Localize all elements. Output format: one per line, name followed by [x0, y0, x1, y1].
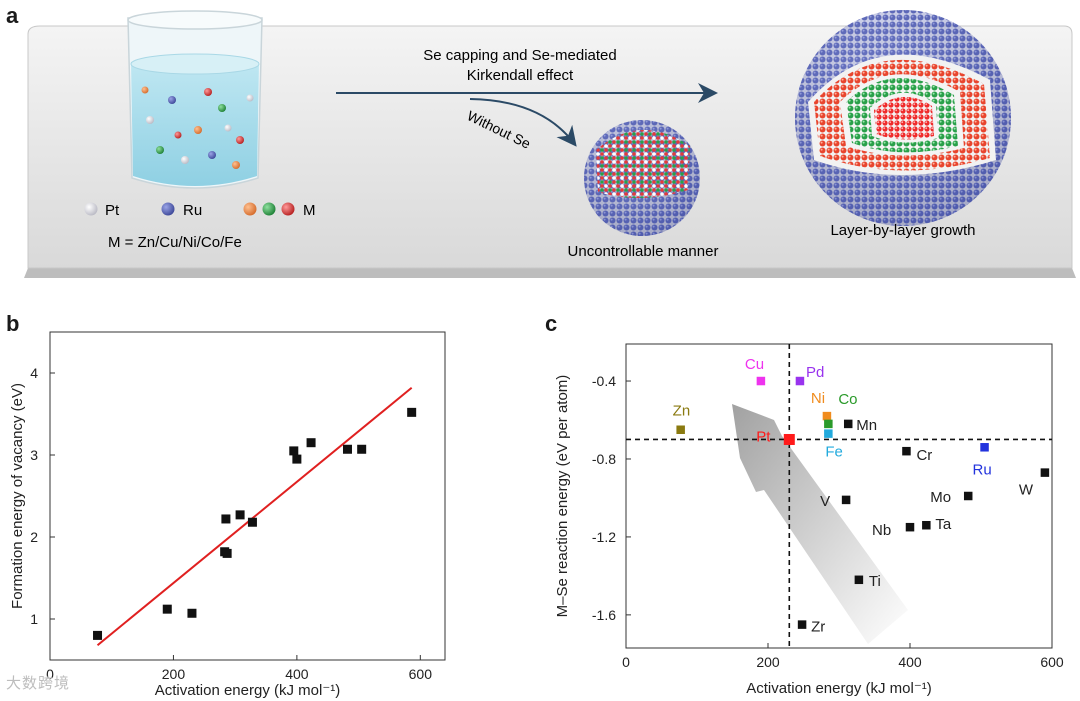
chart-b-frame [49, 331, 446, 661]
chart-c-point-label: Ti [869, 573, 881, 590]
chart-b-point [247, 517, 257, 527]
chart-c-point-label: V [820, 493, 830, 510]
chart-c-xtick-label: 0 [622, 654, 630, 670]
chart-c-xtick-label: 600 [1040, 654, 1064, 670]
chart-c-point-mn [843, 419, 853, 429]
chart-c-point-pt [783, 433, 795, 445]
panel-label-a: a [6, 3, 19, 28]
chart-c: 0 200 400 600 -0.4 -0.8 -1.2 -1.6 Cu Pd Zn Ni Co Mn Pt… [554, 343, 1064, 697]
chart-c-point-label: Ru [973, 461, 992, 478]
uncontrolled-particle [584, 120, 700, 236]
chart-c-point-label: Pt [756, 428, 771, 445]
chart-b-point [221, 514, 231, 524]
legend-m-definition: M = Zn/Cu/Ni/Co/Fe [108, 234, 242, 251]
chart-c-point-co [824, 419, 833, 429]
chart-c-point-mo [963, 491, 973, 501]
chart-b-point [162, 604, 172, 614]
chart-c-point-cu [756, 376, 766, 386]
chart-c-point-zn [676, 425, 685, 434]
chart-b: 0 200 400 600 1 2 3 4 Activation energy (kJ mol⁻… [9, 331, 446, 699]
chart-b-xtick-label: 400 [285, 666, 309, 682]
legend-pt-label: Pt [105, 202, 120, 219]
panel-label-c: c [545, 311, 558, 336]
chart-b-ytick-label: 3 [30, 447, 38, 463]
chart-c-ytick-label: -0.8 [592, 451, 616, 467]
legend-pt-icon [84, 202, 98, 216]
chart-b-ytick-label: 1 [30, 611, 38, 627]
chart-b-xlabel: Activation energy (kJ mol⁻¹) [155, 682, 340, 699]
chart-c-point-label: Ni [811, 390, 825, 407]
chart-c-ytick-label: -1.2 [592, 529, 616, 545]
chart-c-point-label: W [1019, 482, 1034, 499]
chart-c-xlabel: Activation energy (kJ mol⁻¹) [746, 680, 931, 697]
chart-c-point-label: Co [838, 391, 857, 408]
chart-b-point [357, 444, 367, 454]
chart-c-point-fe [824, 429, 833, 438]
legend-m-green-icon [262, 202, 276, 216]
trend-arrow [732, 404, 908, 644]
chart-c-point-label: Ta [935, 516, 952, 533]
chart-c-xtick-label: 400 [898, 654, 922, 670]
chart-c-point-label: Pd [806, 364, 824, 381]
uncontrolled-caption: Uncontrollable manner [568, 243, 719, 260]
chart-c-point-ni [822, 411, 832, 421]
chart-b-point [342, 444, 352, 454]
legend-m-label: M [303, 202, 316, 219]
chart-c-point-ta [922, 520, 931, 530]
without-se-arrow [469, 98, 577, 147]
chart-b-point [235, 510, 245, 520]
chart-b-fit-line [96, 386, 413, 647]
chart-c-point-label: Zr [811, 619, 825, 636]
legend-m-red-icon [281, 202, 295, 216]
panel-a-schematic: Pt Ru M M = Zn/Cu/Ni/Co/Fe Se capping an… [24, 10, 1076, 278]
chart-c-point-zr [797, 620, 807, 629]
watermark: 大数跨境 [6, 674, 71, 692]
chart-c-ytick-label: -0.4 [592, 373, 616, 389]
layer-caption: Layer-by-layer growth [830, 222, 975, 239]
chart-c-point-nb [905, 522, 915, 532]
chart-c-point-label: Cr [916, 447, 932, 464]
chart-c-frame [625, 343, 1053, 649]
legend-m-orange-icon [243, 202, 257, 216]
chart-c-point-label: Fe [825, 444, 843, 461]
chart-c-point-label: Mn [856, 417, 877, 434]
chart-c-point-label: Mo [930, 489, 951, 506]
chart-b-point [222, 548, 232, 558]
chart-b-point [306, 438, 316, 448]
chart-b-point [187, 608, 197, 618]
chart-c-point-pd [795, 376, 805, 386]
chart-c-point-v [841, 495, 851, 505]
chart-c-point-ru [980, 443, 989, 452]
chart-b-xtick-label: 0 [46, 666, 54, 682]
chart-c-xtick-label: 200 [756, 654, 780, 670]
layered-particle [795, 10, 1011, 226]
panel-label-b: b [6, 311, 20, 336]
arrow-caption-line1: Se capping and Se-mediated [423, 47, 616, 64]
chart-c-point-ti [854, 575, 864, 585]
chart-b-xtick-label: 600 [409, 666, 433, 682]
chart-b-point [93, 630, 103, 640]
chart-b-point [292, 454, 302, 464]
beaker-illustration [127, 10, 263, 189]
chart-b-ylabel: Formation energy of vacancy (eV) [9, 383, 26, 609]
legend-ru-label: Ru [183, 202, 202, 219]
chart-c-point-label: Nb [872, 522, 891, 539]
chart-c-point-w [1040, 468, 1050, 477]
arrow-caption-line2: Kirkendall effect [467, 67, 574, 84]
chart-b-xtick-label: 200 [162, 666, 186, 682]
chart-b-point [407, 407, 417, 417]
chart-c-ylabel: M–Se reaction energy (eV per atom) [554, 375, 571, 618]
chart-b-ytick-label: 4 [30, 365, 38, 381]
chart-b-point [289, 446, 299, 456]
chart-c-point-label: Zn [673, 403, 691, 420]
chart-c-point-label: Cu [745, 356, 764, 373]
legend-ru-icon [161, 202, 175, 216]
chart-c-ytick-label: -1.6 [592, 607, 616, 623]
chart-b-ytick-label: 2 [30, 529, 38, 545]
chart-c-point-cr [902, 446, 911, 456]
